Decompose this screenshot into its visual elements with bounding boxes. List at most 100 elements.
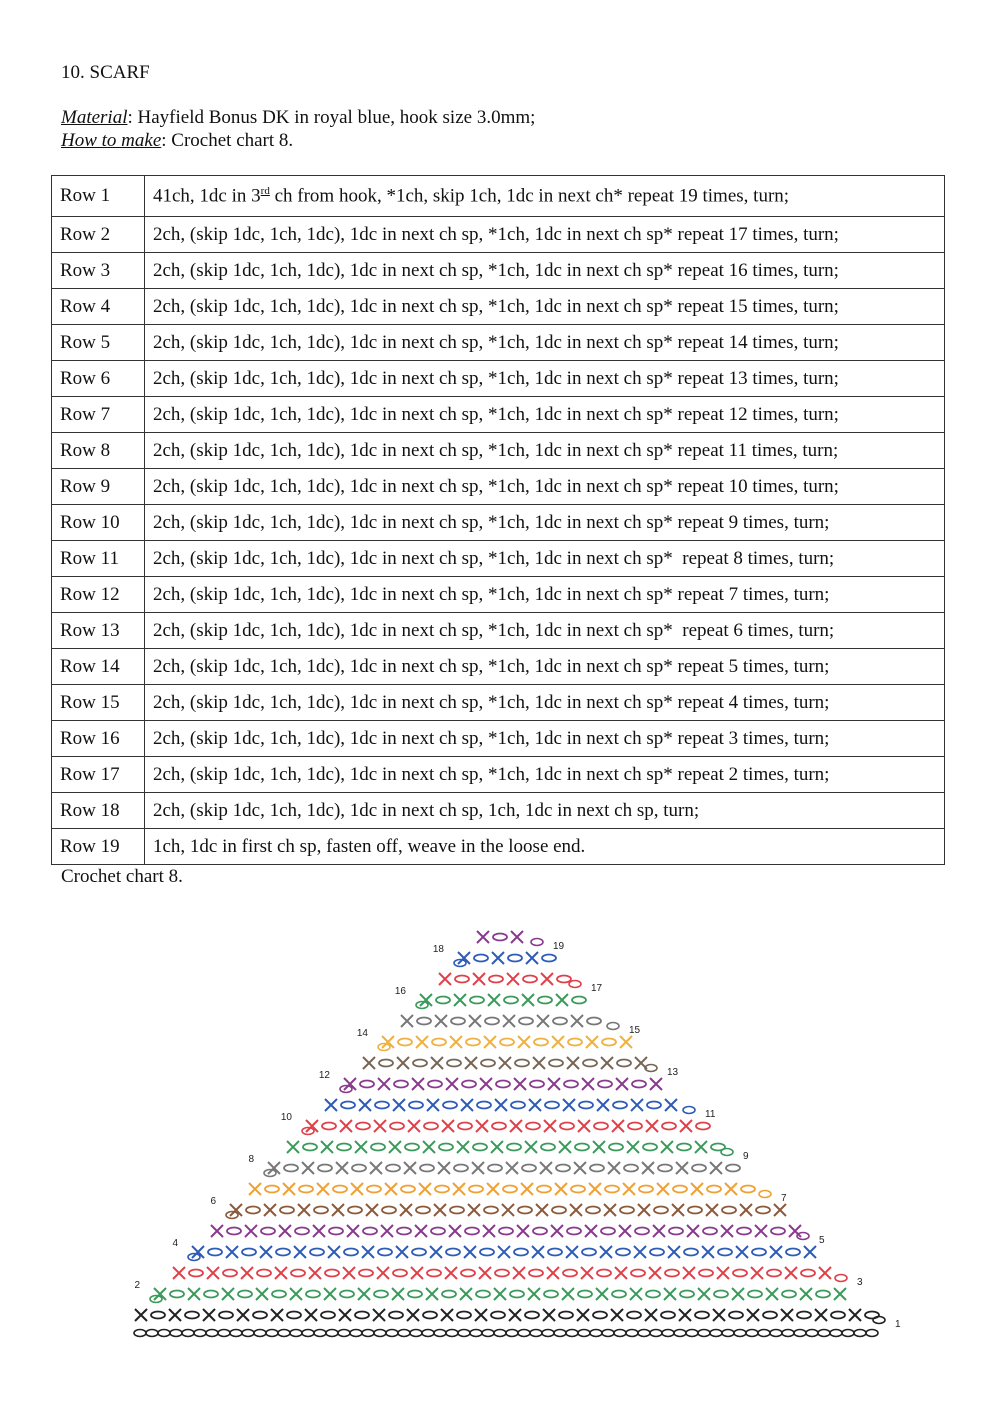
ch-symbol <box>309 1247 325 1257</box>
chain <box>577 1328 591 1338</box>
dc-symbol <box>494 1098 508 1112</box>
how-to-make: How to make: Crochet chart 8. <box>61 130 293 152</box>
dc-symbol <box>468 1014 482 1028</box>
ch-symbol <box>449 1205 465 1215</box>
ch-symbol <box>434 1184 450 1194</box>
dc-symbol <box>240 1266 254 1280</box>
ch-symbol <box>283 1163 299 1173</box>
dc-symbol <box>376 1266 390 1280</box>
ch-symbol <box>495 1079 511 1089</box>
dc-symbol <box>614 1266 628 1280</box>
dc-symbol <box>449 1035 463 1049</box>
dc-symbol <box>327 1245 341 1259</box>
ch-symbol <box>226 1226 242 1236</box>
chain <box>433 1328 447 1338</box>
ch-symbol <box>359 1079 375 1089</box>
dc-symbol <box>172 1266 186 1280</box>
ch-symbol <box>566 1226 582 1236</box>
row-label: Row 15 <box>51 684 145 721</box>
dc-symbol <box>392 1098 406 1112</box>
dc-symbol <box>440 1308 454 1322</box>
dc-symbol <box>357 1287 371 1301</box>
row-label: Row 12 <box>51 576 145 613</box>
ch-symbol <box>423 1121 439 1131</box>
dc-symbol <box>487 993 501 1007</box>
dc-symbol <box>255 1287 269 1301</box>
table-row: Row 2 2ch, (skip 1dc, 1ch, 1dc), 1dc in n… <box>51 216 945 253</box>
chain <box>457 1328 471 1338</box>
dc-symbol <box>438 972 452 986</box>
dc-symbol <box>358 1098 372 1112</box>
dc-symbol <box>459 1287 473 1301</box>
row-number: 13 <box>667 1067 679 1078</box>
dc-symbol <box>267 1161 281 1175</box>
ch-symbol <box>559 1121 575 1131</box>
material-label: Material <box>61 107 128 128</box>
ch-symbol <box>626 1310 642 1320</box>
row-text: 2ch, (skip 1dc, 1ch, 1dc), 1dc in next c… <box>144 756 945 793</box>
dc-symbol <box>372 1308 386 1322</box>
ch-symbol <box>415 1205 431 1215</box>
row-number: 10 <box>281 1112 293 1123</box>
dc-symbol <box>705 1203 719 1217</box>
dc-symbol <box>293 1245 307 1259</box>
dc-symbol <box>513 1077 527 1091</box>
text: ch from hook, *1ch, skip 1ch, 1dc in nex… <box>269 185 790 207</box>
ch-symbol <box>698 1268 714 1278</box>
dc-symbol <box>547 1077 561 1091</box>
ch-symbol <box>491 1121 507 1131</box>
dc-symbol <box>626 1140 640 1154</box>
ch-symbol <box>441 1289 457 1299</box>
ch-symbol <box>393 1079 409 1089</box>
ch-symbol <box>464 1226 480 1236</box>
ch-symbol <box>581 1247 597 1257</box>
ch-symbol <box>252 1310 268 1320</box>
row-number: 11 <box>705 1109 716 1120</box>
dc-symbol <box>550 1224 564 1238</box>
ch-symbol <box>355 1121 371 1131</box>
chain <box>397 1328 411 1338</box>
ch-symbol <box>732 1268 748 1278</box>
dc-symbol <box>585 1035 599 1049</box>
dc-symbol <box>380 1224 394 1238</box>
table-row: Row 8 2ch, (skip 1dc, 1ch, 1dc), 1dc in n… <box>51 432 945 469</box>
dc-symbol <box>769 1245 783 1259</box>
dc-symbol <box>595 1287 609 1301</box>
dc-symbol <box>581 1077 595 1091</box>
ch-symbol <box>422 1310 438 1320</box>
ch-symbol <box>664 1268 680 1278</box>
dc-symbol <box>629 1287 643 1301</box>
dc-symbol <box>558 1140 572 1154</box>
dc-symbol <box>153 1287 167 1301</box>
ch-symbol <box>465 1037 481 1047</box>
ch-symbol <box>631 1079 647 1089</box>
ch-symbol <box>503 995 519 1005</box>
ch-symbol <box>634 1226 650 1236</box>
ch-symbol <box>377 1247 393 1257</box>
chain <box>469 1328 483 1338</box>
chain <box>505 1328 519 1338</box>
dc-symbol <box>525 951 539 965</box>
table-row: Row 9 2ch, (skip 1dc, 1ch, 1dc), 1dc in n… <box>51 468 945 505</box>
dc-symbol <box>512 1266 526 1280</box>
chain <box>601 1328 615 1338</box>
ch-symbol <box>537 995 553 1005</box>
dc-symbol <box>339 1119 353 1133</box>
ch-symbol <box>343 1247 359 1257</box>
ch-symbol <box>679 1289 695 1299</box>
chain <box>769 1328 783 1338</box>
dc-symbol <box>599 1245 613 1259</box>
how-text: : Crochet chart 8. <box>161 130 294 151</box>
dc-symbol <box>323 1287 337 1301</box>
ch-symbol <box>601 1037 617 1047</box>
chain <box>445 1328 459 1338</box>
chain <box>589 1328 603 1338</box>
chain <box>517 1328 531 1338</box>
chain <box>133 1328 147 1338</box>
ch-symbol <box>611 1289 627 1299</box>
row-label: Row 4 <box>51 288 145 325</box>
dc-symbol <box>671 1203 685 1217</box>
dc-symbol <box>225 1245 239 1259</box>
ch-symbol <box>646 1100 662 1110</box>
chain <box>265 1328 279 1338</box>
